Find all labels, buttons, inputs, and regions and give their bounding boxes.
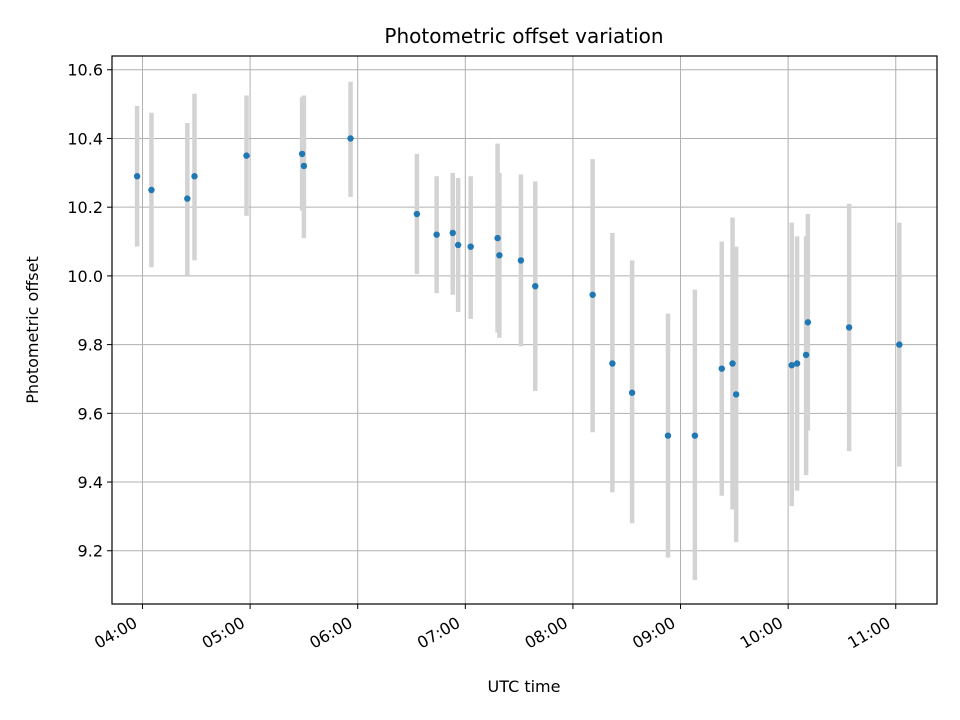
data-point — [433, 231, 440, 238]
data-point — [517, 257, 525, 264]
data-point — [788, 362, 795, 369]
data-point — [184, 195, 191, 202]
data-point — [804, 319, 812, 326]
data-point — [413, 210, 421, 218]
data-point — [298, 150, 306, 158]
data-point — [845, 324, 853, 331]
data-point — [148, 186, 155, 194]
x-axis-label: UTC time — [488, 677, 561, 696]
data-point — [732, 391, 740, 398]
data-point — [628, 389, 636, 396]
data-points — [133, 135, 903, 439]
data-point — [454, 241, 462, 249]
data-point — [896, 341, 903, 348]
data-point — [691, 432, 699, 439]
data-point — [729, 360, 736, 367]
y-tick-label: 10.2 — [67, 198, 103, 217]
chart-title: Photometric offset variation — [384, 24, 663, 48]
y-axis-ticks: 9.2 9.4 9.6 9.8 10.0 10.2 10.4 10.6 — [67, 61, 112, 561]
data-point — [300, 162, 308, 170]
grid-lines — [112, 56, 937, 604]
y-tick-label: 10.0 — [67, 267, 103, 286]
y-tick-label: 9.6 — [78, 404, 103, 423]
data-point — [191, 173, 198, 180]
y-tick-label: 9.8 — [78, 336, 103, 355]
y-tick-label: 10.4 — [67, 129, 103, 148]
data-point — [718, 365, 725, 372]
data-point — [664, 432, 672, 439]
data-point — [467, 243, 474, 250]
data-point — [802, 351, 810, 359]
y-tick-label: 10.6 — [67, 61, 103, 80]
data-point — [589, 291, 596, 298]
y-tick-label: 9.4 — [78, 473, 103, 492]
data-point — [496, 252, 503, 259]
plot-frame — [111, 55, 938, 605]
data-point — [494, 234, 501, 242]
data-point — [532, 282, 539, 290]
data-point — [793, 360, 801, 367]
data-point — [609, 360, 616, 367]
y-tick-label: 9.2 — [78, 542, 103, 561]
data-point — [243, 152, 250, 159]
data-point — [347, 135, 354, 142]
y-axis-label: Photometric offset — [23, 256, 42, 404]
data-point — [133, 173, 141, 180]
data-point — [449, 229, 456, 237]
